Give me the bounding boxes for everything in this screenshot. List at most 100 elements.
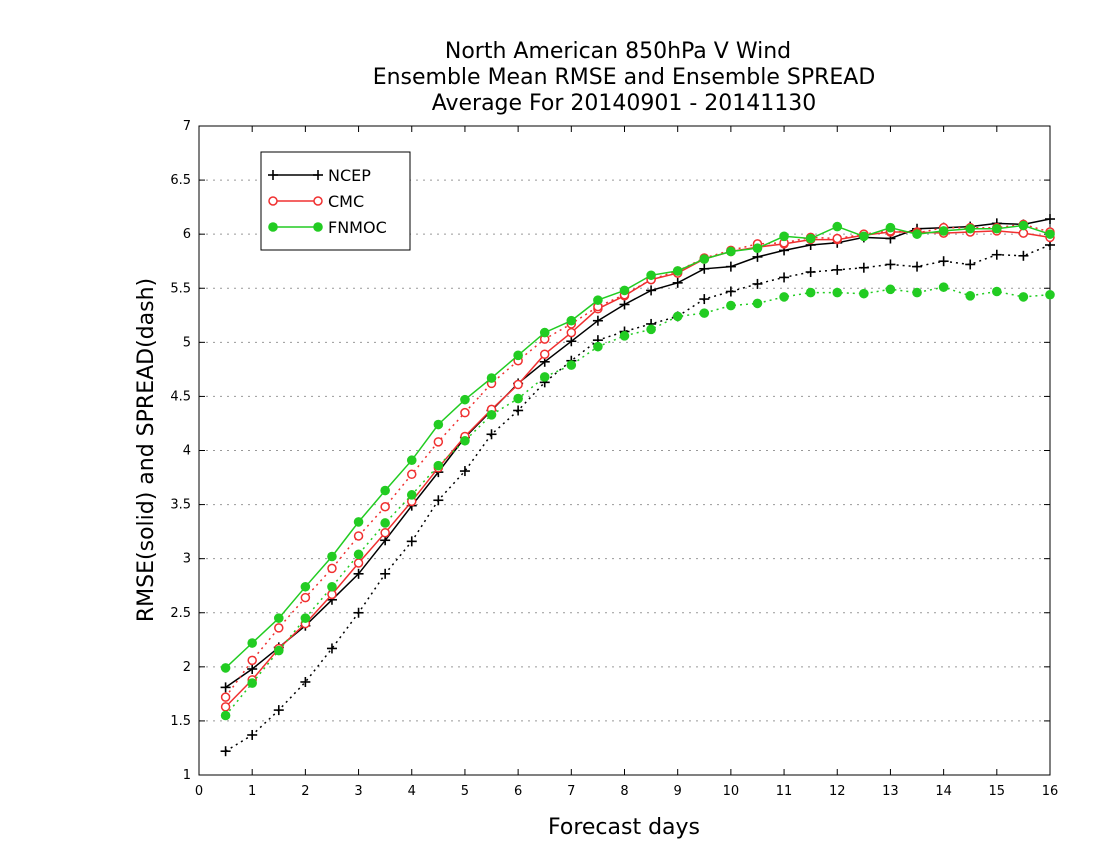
series-line-fnmoc-spread <box>225 286 1051 716</box>
x-tick-label: 12 <box>829 784 846 799</box>
data-point-ncep-spread <box>938 256 949 267</box>
data-point-fnmoc-spread <box>699 308 710 318</box>
y-tick-label: 2 <box>183 660 191 675</box>
data-point-fnmoc-rmse <box>672 266 683 276</box>
data-point-fnmoc-rmse <box>832 221 843 232</box>
data-point-ncep-rmse <box>247 663 258 674</box>
data-point-ncep-spread <box>832 264 843 275</box>
y-tick-label: 6 <box>183 227 191 242</box>
data-point-fnmoc-spread <box>513 393 523 404</box>
legend-marker <box>313 170 323 180</box>
data-point-fnmoc-rmse <box>273 613 284 623</box>
data-point-ncep-spread <box>273 705 284 716</box>
data-point-fnmoc-rmse <box>965 223 976 234</box>
data-point-fnmoc-rmse <box>646 270 656 281</box>
y-tick-label: 3 <box>183 552 191 567</box>
data-point-ncep-rmse <box>220 682 231 693</box>
data-point-fnmoc-rmse <box>220 663 231 673</box>
data-point-fnmoc-rmse <box>539 327 550 338</box>
data-point-ncep-spread <box>247 729 258 740</box>
data-point-fnmoc-rmse <box>1045 229 1055 239</box>
data-point-fnmoc-spread <box>885 284 896 295</box>
data-point-fnmoc-spread <box>726 300 736 311</box>
data-point-ncep-spread <box>752 278 763 289</box>
data-point-fnmoc-spread <box>619 331 630 341</box>
data-point-ncep-spread <box>1018 250 1029 261</box>
x-tick-label: 1 <box>248 784 256 799</box>
data-point-fnmoc-spread <box>353 549 364 560</box>
series-line-ncep-rmse <box>225 218 1051 689</box>
data-point-ncep-spread <box>699 294 710 305</box>
data-point-ncep-rmse <box>1045 214 1055 225</box>
x-tick-label: 0 <box>195 784 203 799</box>
axis-ticks: 11.522.533.544.555.566.570 1 2 3 4 5 6 7 8 9 10 11 1… <box>170 119 1058 799</box>
data-point-ncep-rmse <box>619 299 630 310</box>
legend-label: CMC <box>328 192 364 211</box>
data-point-ncep-rmse <box>725 261 736 272</box>
x-tick-label: 7 <box>567 784 575 799</box>
x-tick-label: 8 <box>620 784 628 799</box>
data-point-fnmoc-rmse <box>912 229 922 239</box>
data-point-cmc-spread <box>832 233 842 244</box>
data-point-fnmoc-rmse <box>699 254 710 264</box>
data-point-fnmoc-rmse <box>885 222 896 233</box>
y-tick-label: 1.5 <box>170 714 191 729</box>
series-ncep-rmse <box>220 214 1055 693</box>
data-point-cmc-spread <box>407 469 417 480</box>
data-point-fnmoc-spread <box>646 324 656 335</box>
data-point-fnmoc-rmse <box>992 223 1002 234</box>
data-point-fnmoc-spread <box>300 613 311 623</box>
data-point-fnmoc-rmse <box>752 243 763 254</box>
data-point-cmc-spread <box>433 437 444 447</box>
plot-frame <box>198 125 1051 776</box>
data-point-fnmoc-spread <box>859 288 869 299</box>
x-tick-label: 9 <box>674 784 682 799</box>
x-tick-label: 15 <box>989 784 1006 799</box>
data-point-cmc-spread <box>327 563 337 574</box>
y-tick-label: 3.5 <box>170 498 191 513</box>
x-tick-label: 16 <box>1042 784 1059 799</box>
data-point-fnmoc-spread <box>832 287 843 298</box>
data-point-fnmoc-rmse <box>1018 220 1029 231</box>
data-point-fnmoc-spread <box>752 298 763 309</box>
series-ncep-spread <box>220 239 1055 757</box>
x-tick-label: 6 <box>514 784 522 799</box>
data-point-fnmoc-rmse <box>433 419 444 430</box>
data-point-fnmoc-rmse <box>619 285 630 296</box>
data-point-fnmoc-rmse <box>300 581 311 592</box>
data-point-ncep-spread <box>858 262 869 273</box>
data-point-fnmoc-rmse <box>593 295 603 305</box>
data-point-cmc-rmse <box>353 558 364 568</box>
data-point-fnmoc-spread <box>247 678 257 688</box>
y-tick-label: 6.5 <box>170 173 191 188</box>
data-point-fnmoc-spread <box>805 287 816 298</box>
data-point-ncep-spread <box>406 536 417 547</box>
series-fnmoc-rmse <box>220 220 1055 673</box>
data-point-ncep-rmse <box>353 568 364 579</box>
data-point-cmc-spread <box>274 623 284 633</box>
x-tick-label: 10 <box>723 784 740 799</box>
data-point-fnmoc-rmse <box>859 231 869 242</box>
data-point-fnmoc-spread <box>327 581 337 592</box>
data-point-ncep-spread <box>965 259 976 270</box>
data-point-fnmoc-rmse <box>513 350 523 361</box>
chart-title-line-2: Ensemble Mean RMSE and Ensemble SPREAD <box>373 65 876 90</box>
y-tick-label: 7 <box>183 119 191 134</box>
data-point-fnmoc-rmse <box>380 485 390 496</box>
y-tick-label: 5.5 <box>170 281 191 296</box>
chart-title-line-1: North American 850hPa V Wind <box>445 39 791 64</box>
data-point-ncep-spread <box>885 259 896 270</box>
legend-item-ncep: NCEP <box>268 166 371 185</box>
y-tick-label: 4.5 <box>170 389 191 404</box>
data-point-fnmoc-spread <box>486 410 497 420</box>
x-tick-label: 14 <box>935 784 952 799</box>
y-tick-label: 5 <box>183 335 191 350</box>
data-point-fnmoc-spread <box>593 341 603 352</box>
data-point-fnmoc-spread <box>912 287 922 298</box>
data-point-fnmoc-spread <box>380 518 390 528</box>
x-tick-label: 3 <box>354 784 362 799</box>
data-point-ncep-spread <box>353 607 364 618</box>
data-point-fnmoc-spread <box>539 372 550 382</box>
data-point-ncep-rmse <box>646 285 657 296</box>
